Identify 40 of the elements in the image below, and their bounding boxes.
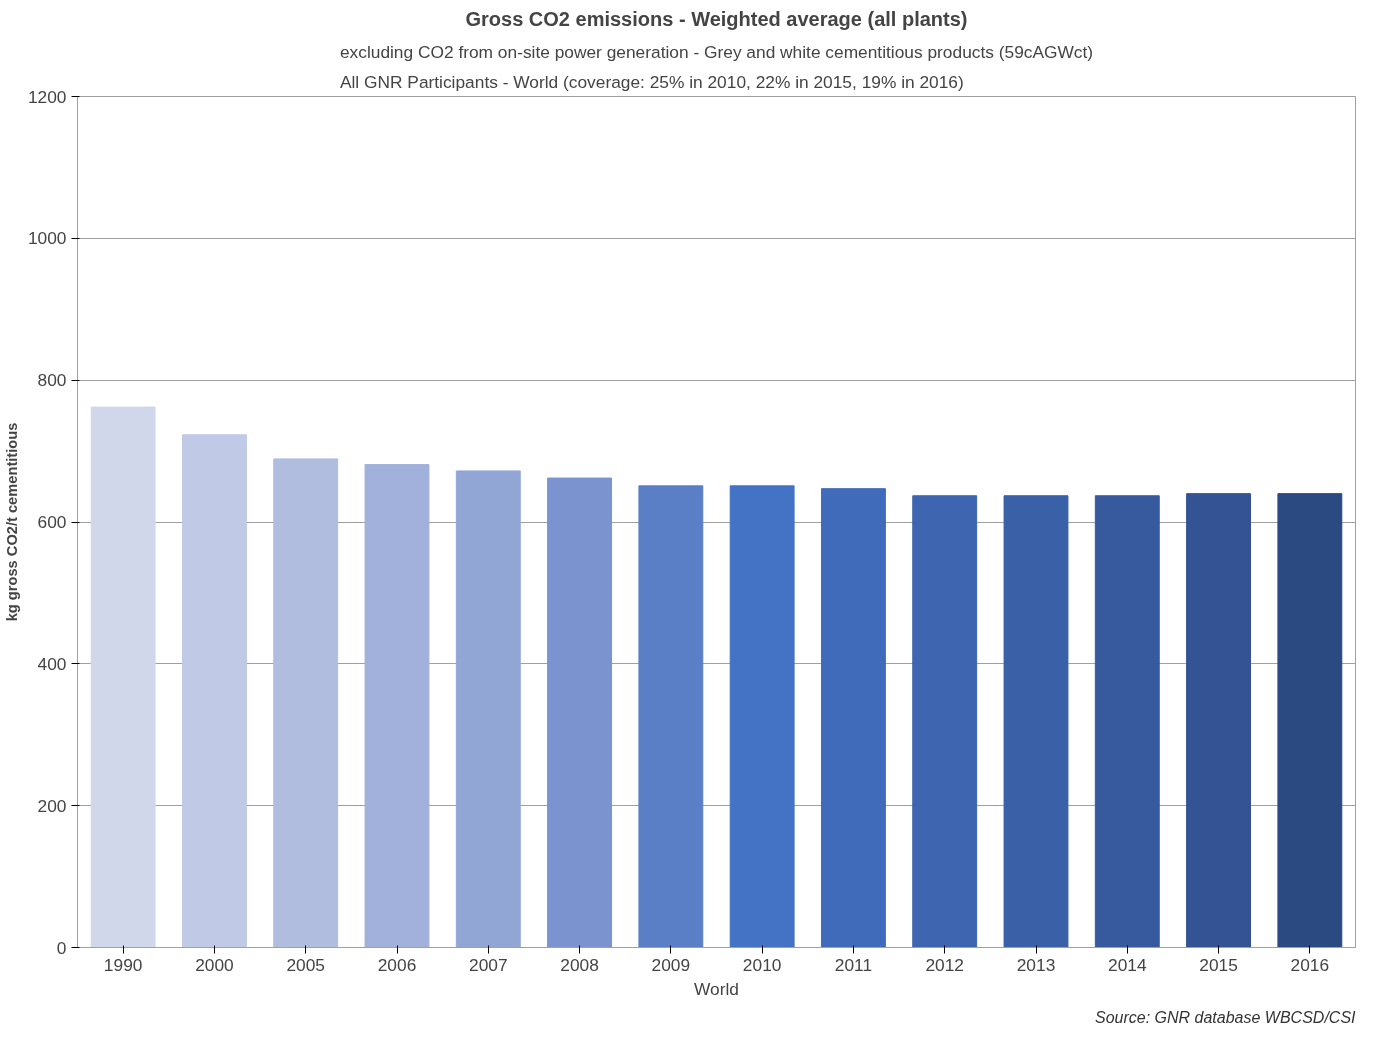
x-axis-title: World: [694, 978, 739, 999]
x-tick-label: 2012: [925, 954, 964, 975]
chart-title: Gross CO2 emissions - Weighted average (all plants): [465, 7, 968, 30]
x-tick-label: 2013: [1016, 954, 1056, 975]
x-tick-label: 2010: [742, 954, 782, 975]
bar: [181, 434, 247, 948]
bar: [638, 485, 704, 948]
bar: [547, 477, 613, 948]
bar: [90, 406, 156, 948]
y-tick-label: 600: [37, 512, 67, 532]
source-note: Source: GNR database WBCSD/CSI: [1094, 1008, 1357, 1026]
x-tick-label: 2000: [195, 954, 234, 975]
y-tick-label: 1200: [27, 86, 67, 107]
x-tick-label: 2014: [1108, 954, 1147, 975]
x-tick-label: 2016: [1290, 954, 1330, 975]
chart-subtitle: excluding CO2 from on-site power generation - Grey and white cementitious products (59cAGWct) All GNR Participants - World (coverage: 25% in 2010, 22% in 2015, 19% in 2016): [339, 41, 1094, 92]
x-tick-label: 2011: [834, 954, 873, 975]
x-tick-label: 1990: [103, 954, 143, 975]
y-axis-title: kg gross CO2/t cementitious: [3, 422, 20, 622]
bar: [1003, 495, 1069, 948]
bar: [1186, 493, 1252, 948]
bar: [364, 464, 430, 948]
y-tick-label: 800: [37, 370, 67, 391]
bar: [729, 485, 795, 948]
x-tick-label: 2008: [560, 954, 599, 975]
bar: [273, 458, 339, 948]
bar: [1094, 495, 1160, 948]
x-tick-label: 2006: [377, 954, 417, 975]
y-tick-label: 0: [56, 937, 67, 958]
bar: [820, 488, 886, 948]
y-tick-label: 1000: [27, 228, 67, 249]
y-tick-label: 400: [37, 653, 67, 674]
x-tick-label: 2015: [1199, 954, 1238, 975]
x-tick-label: 2009: [651, 954, 691, 975]
x-tick-label: 2005: [286, 954, 325, 975]
bar: [1277, 493, 1343, 948]
bar: [455, 470, 521, 948]
x-tick-label: 2007: [469, 954, 508, 975]
bar: [912, 495, 978, 948]
y-tick-label: 200: [37, 795, 67, 816]
